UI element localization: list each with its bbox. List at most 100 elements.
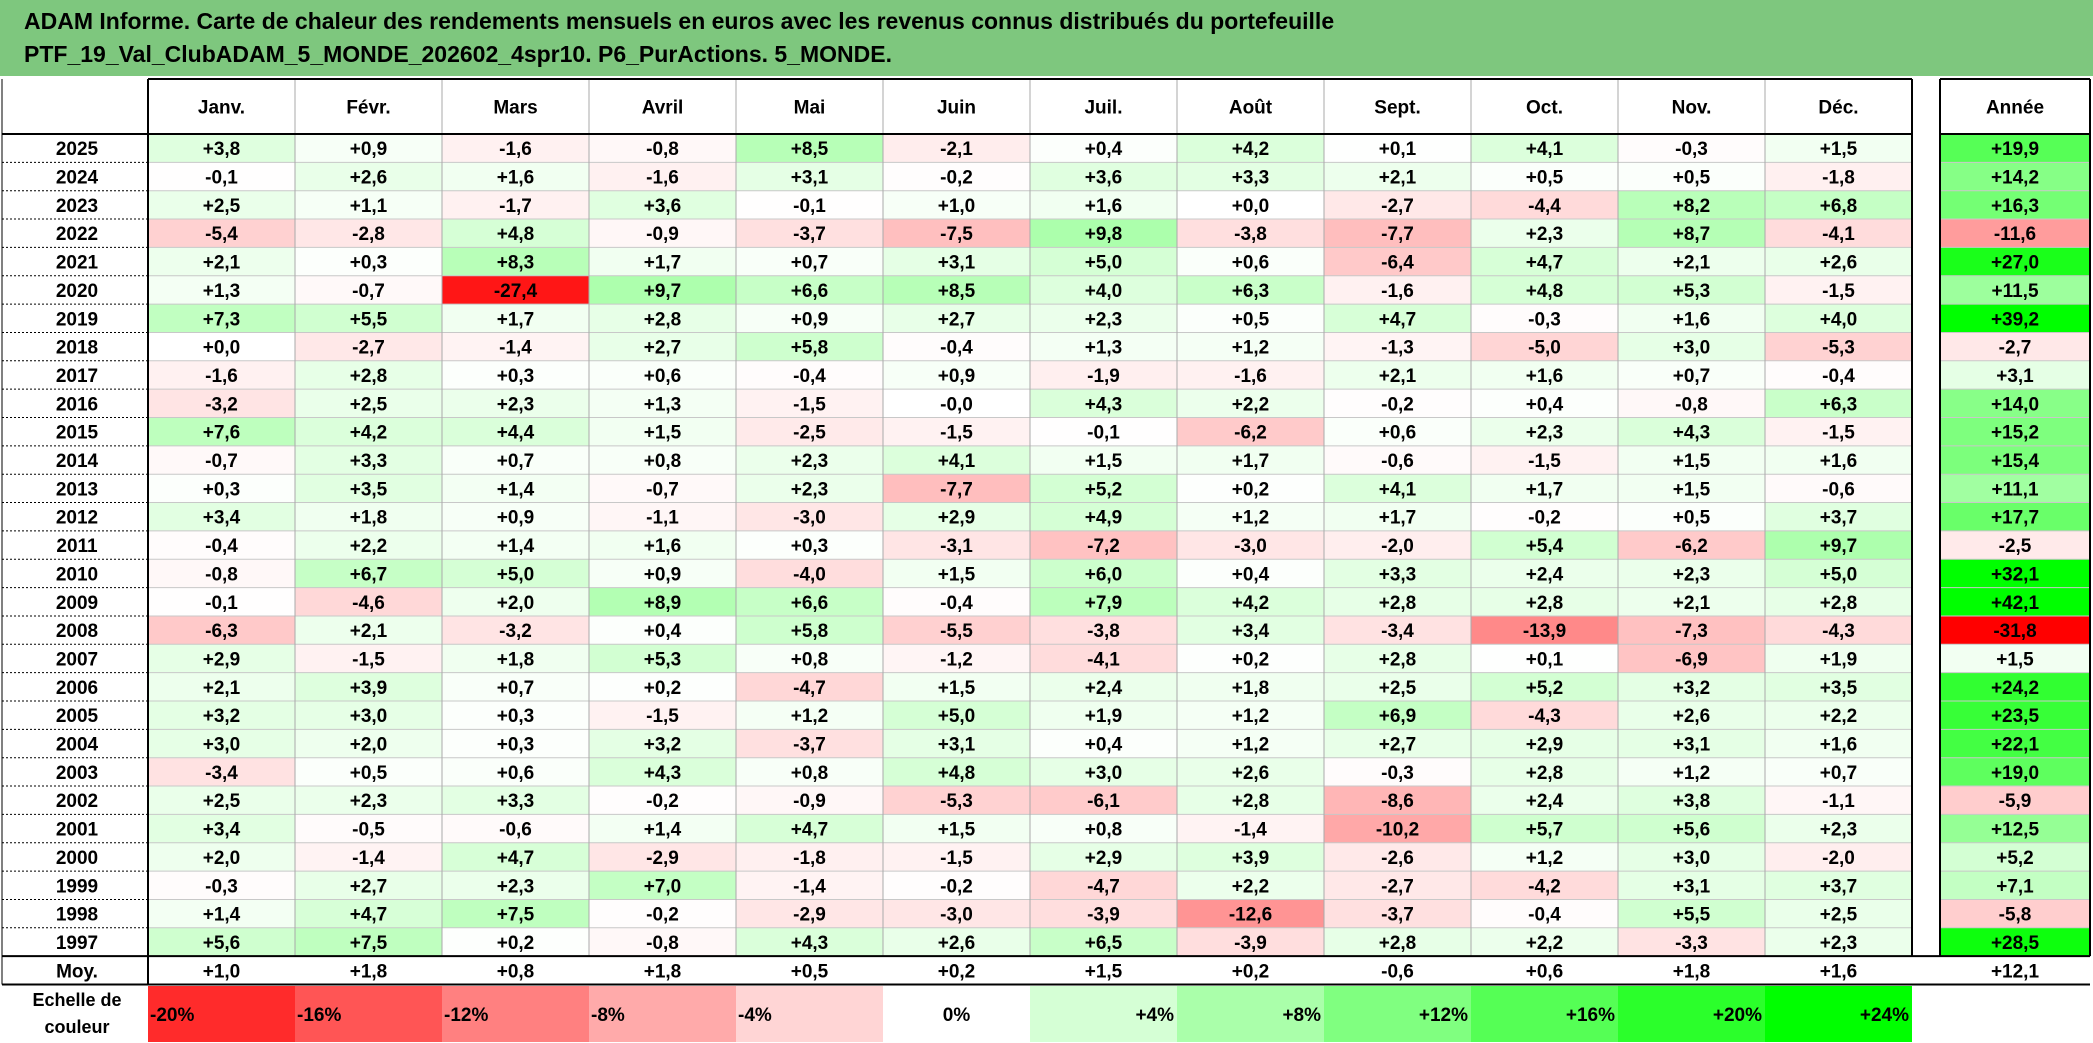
cell-value: -1,8	[1822, 168, 1855, 189]
heatmap-cell	[1030, 332, 1177, 361]
heatmap-cell	[148, 360, 295, 390]
heatmap-cell	[1177, 615, 1324, 645]
heatmap-cell	[1324, 275, 1471, 305]
month-header: Janv.	[198, 98, 245, 119]
year-label: 2022	[56, 224, 98, 245]
heatmap-cell	[1471, 814, 1618, 843]
heatmap-cell	[1765, 871, 1912, 900]
heatmap-cell	[736, 304, 883, 333]
cell-value: +6,9	[1379, 706, 1417, 727]
cell-value: +4,0	[1085, 281, 1123, 302]
cell-value: -1,1	[646, 508, 679, 529]
annual-value: +7,1	[1996, 876, 2034, 897]
cell-value: +1,6	[1820, 451, 1858, 472]
cell-value: +1,2	[1673, 763, 1711, 784]
cell-value: +5,0	[938, 706, 976, 727]
cell-value: -5,3	[940, 791, 973, 812]
heatmap-cell	[1030, 474, 1177, 503]
heatmap-cell	[1030, 786, 1177, 815]
cell-value: +0,9	[497, 508, 535, 529]
cell-value: +0,7	[1673, 366, 1711, 387]
annual-value: -2,5	[1999, 536, 2032, 557]
heatmap-cell	[295, 927, 442, 957]
annual-cell	[1940, 389, 2090, 418]
cell-value: +2,5	[350, 394, 388, 415]
heatmap-cell	[1177, 190, 1324, 220]
cell-value: -1,4	[499, 338, 532, 359]
cell-value: -1,5	[793, 394, 826, 415]
heatmap-cell	[1177, 559, 1324, 588]
cell-value: +3,1	[938, 735, 976, 756]
cell-value: +2,0	[203, 848, 241, 869]
heatmap-cell	[589, 672, 736, 701]
heatmap-cell	[589, 530, 736, 560]
month-header: Sept.	[1374, 98, 1420, 119]
cell-value: -1,2	[940, 649, 973, 670]
cell-value: +0,4	[644, 621, 682, 642]
cell-value: -3,7	[1381, 905, 1414, 926]
cell-value: +0,3	[203, 479, 241, 500]
heatmap-cell	[589, 304, 736, 333]
cell-value: -0,8	[646, 139, 679, 160]
year-label: 2017	[56, 366, 98, 387]
heatmap-cell	[736, 786, 883, 815]
heatmap-cell	[442, 389, 589, 418]
cell-value: +0,6	[644, 366, 682, 387]
cell-value: +1,6	[1820, 735, 1858, 756]
heatmap-cell	[442, 530, 589, 560]
cell-value: +4,2	[1232, 593, 1270, 614]
cell-value: +7,9	[1085, 593, 1123, 614]
cell-value: +0,3	[350, 253, 388, 274]
cell-value: +6,0	[1085, 564, 1123, 585]
heatmap-cell	[1765, 757, 1912, 787]
heatmap-cell	[589, 757, 736, 787]
cell-value: +6,5	[1085, 933, 1123, 954]
heatmap-cell	[589, 190, 736, 220]
heatmap-cell	[1618, 786, 1765, 815]
heatmap-cell	[295, 530, 442, 560]
heatmap-cell	[883, 360, 1030, 390]
cell-value: -3,2	[205, 394, 238, 415]
heatmap-cell	[1618, 587, 1765, 616]
cell-value: +2,1	[1379, 168, 1417, 189]
heatmap-cell	[148, 757, 295, 787]
scale-swatch	[589, 986, 736, 1042]
cell-value: +1,8	[1232, 678, 1270, 699]
heatmap-cell	[1471, 502, 1618, 531]
cell-value: +2,7	[350, 876, 388, 897]
heatmap-cell	[1618, 814, 1765, 843]
annual-cell	[1940, 786, 2090, 815]
heatmap-cell	[295, 162, 442, 191]
cell-value: +4,7	[350, 905, 388, 926]
year-label: 2002	[56, 791, 98, 812]
heatmap-cell	[589, 417, 736, 446]
cell-value: -5,4	[205, 224, 238, 245]
cell-value: -1,5	[940, 848, 973, 869]
heatmap-cell	[148, 559, 295, 588]
cell-value: +2,6	[1820, 253, 1858, 274]
year-label: 2009	[56, 593, 98, 614]
cell-value: -0,3	[1528, 309, 1561, 330]
cell-value: +3,7	[1820, 876, 1858, 897]
cell-value: +1,2	[1232, 338, 1270, 359]
cell-value: +4,4	[497, 423, 535, 444]
heatmap-cell	[1177, 502, 1324, 531]
heatmap-cell	[883, 332, 1030, 361]
cell-value: +8,2	[1673, 196, 1711, 217]
heatmap-cell	[883, 871, 1030, 900]
cell-value: +4,2	[1232, 139, 1270, 160]
cell-value: -3,9	[1234, 933, 1267, 954]
cell-value: +1,6	[1526, 366, 1564, 387]
cell-value: -3,1	[940, 536, 973, 557]
cell-value: +0,2	[1232, 649, 1270, 670]
heatmap-cell	[442, 672, 589, 701]
cell-value: +2,2	[1526, 933, 1564, 954]
cell-value: -27,4	[494, 281, 538, 302]
heatmap-cell	[883, 814, 1030, 843]
cell-value: +0,5	[1232, 309, 1270, 330]
heatmap-cell	[883, 757, 1030, 787]
cell-value: +4,2	[350, 423, 388, 444]
heatmap-cell	[148, 304, 295, 333]
cell-value: -2,6	[1381, 848, 1414, 869]
cell-value: +4,8	[938, 763, 976, 784]
